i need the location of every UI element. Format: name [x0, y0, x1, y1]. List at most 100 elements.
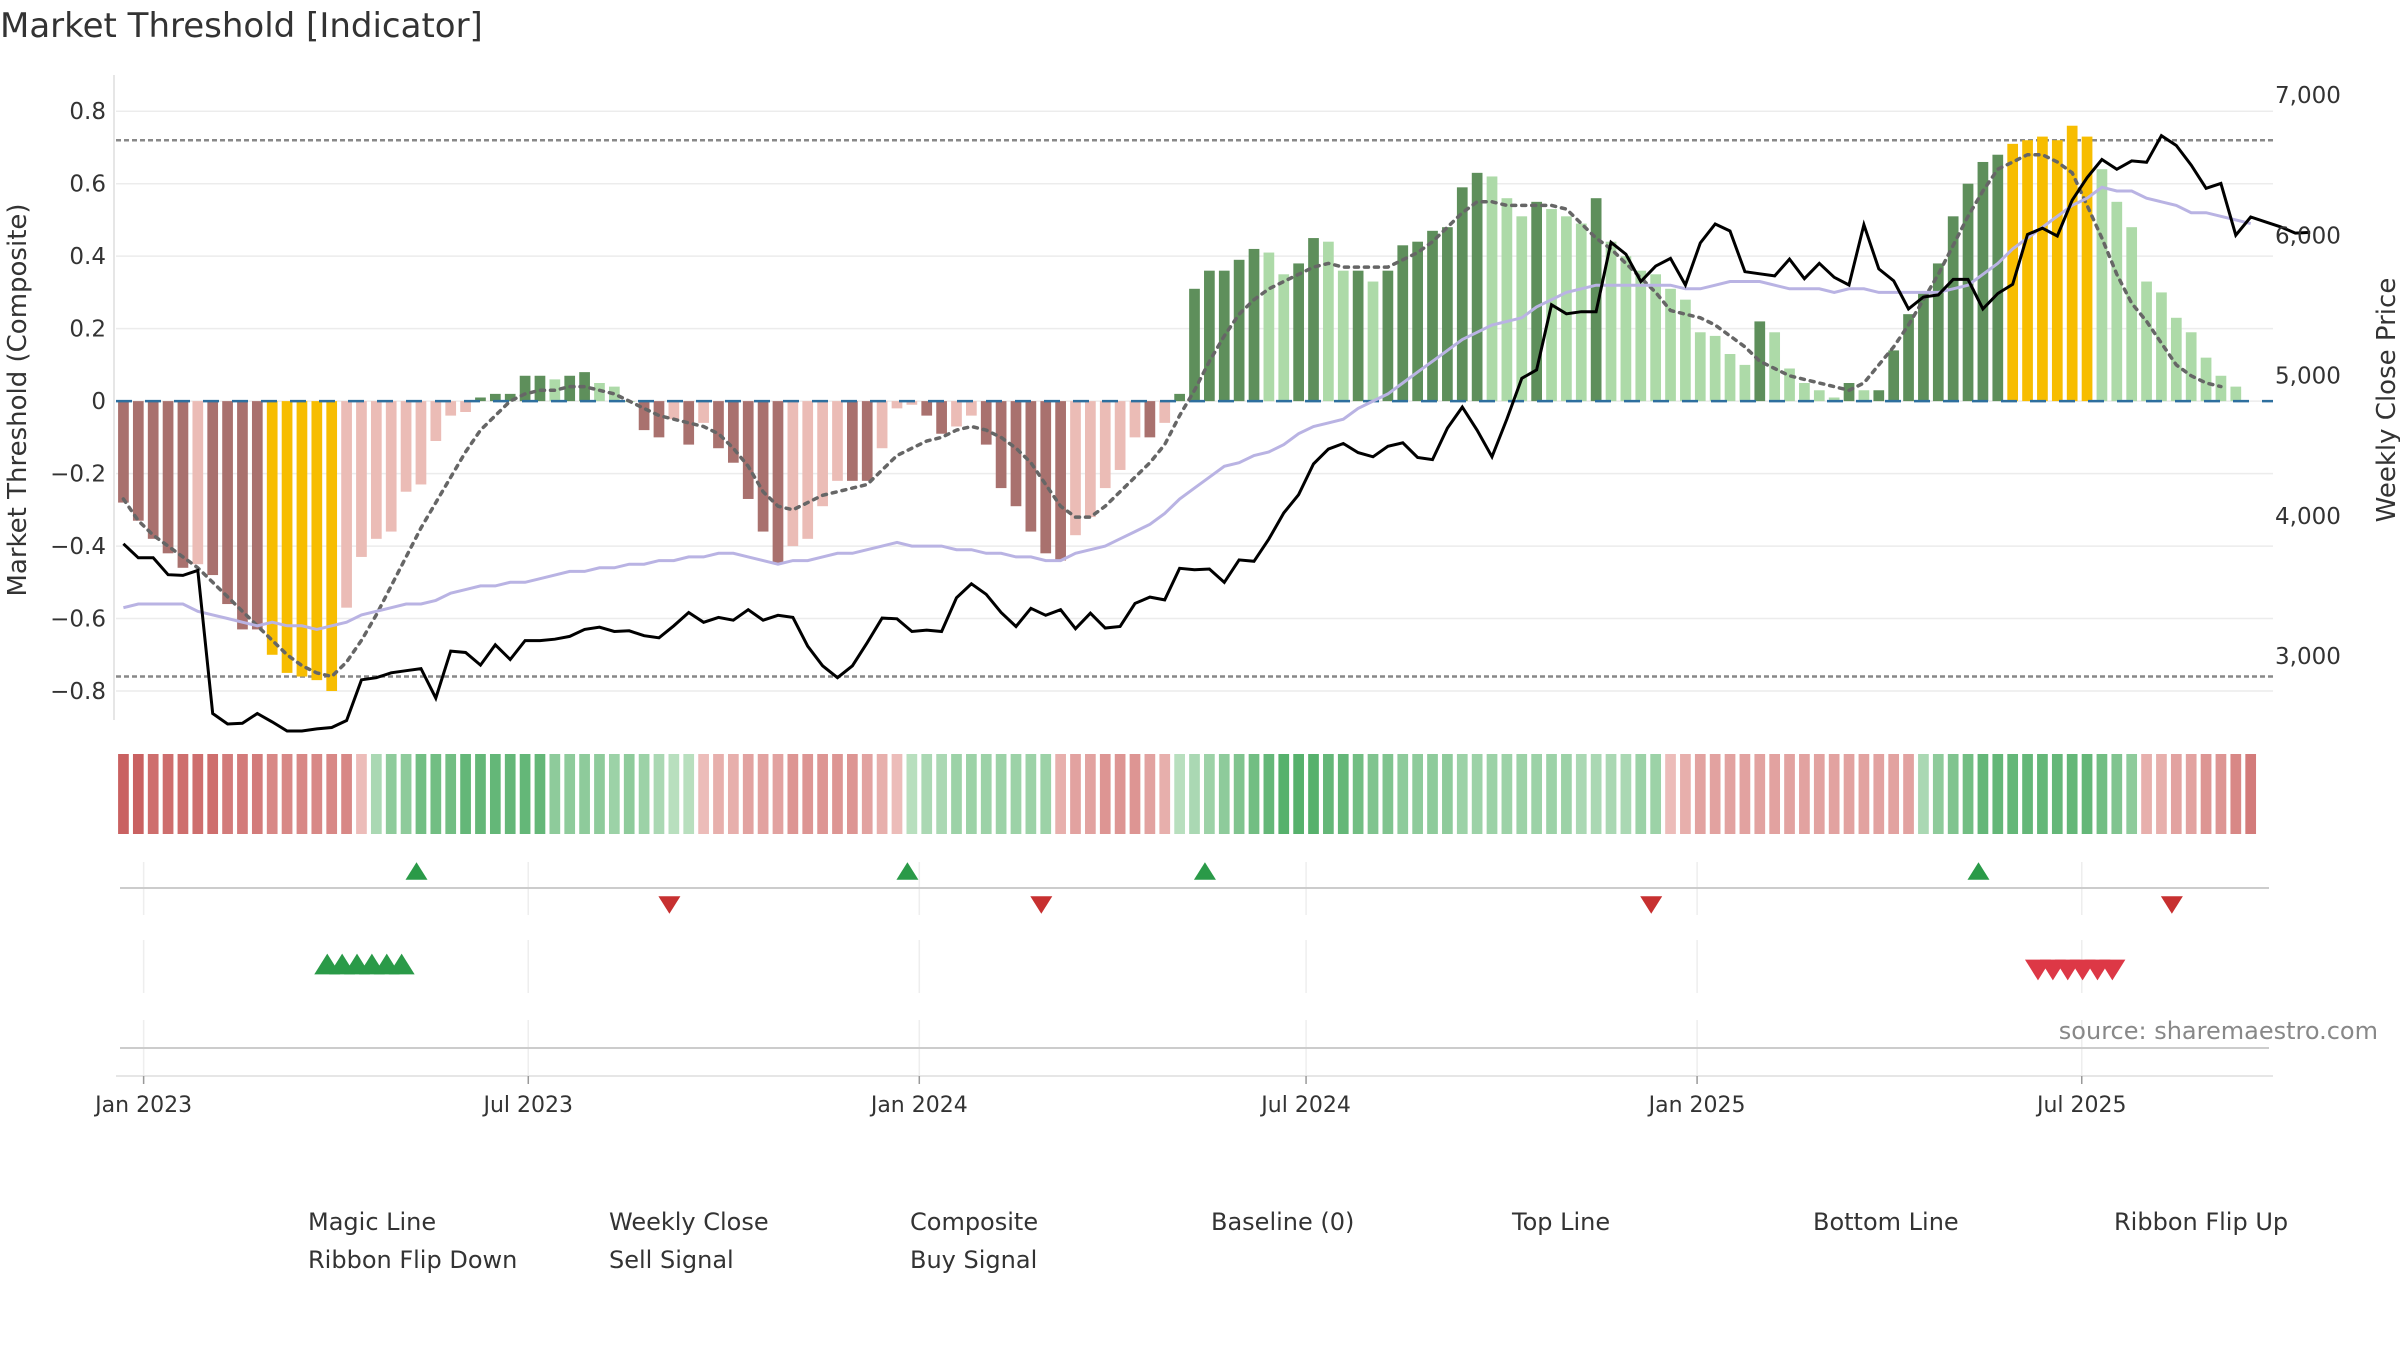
ribbon-cell	[1055, 754, 1066, 834]
composite-bar	[653, 401, 665, 438]
ribbon-cell	[1144, 754, 1156, 834]
composite-bar	[370, 401, 382, 539]
composite-bar	[1947, 216, 1959, 402]
ribbon-cell	[2245, 754, 2257, 834]
ribbon-cell	[2007, 754, 2019, 834]
x-tick-label: Jan 2024	[869, 1093, 968, 1118]
composite-bar	[1308, 238, 1319, 402]
composite-bar	[1694, 332, 1706, 402]
y-tick-label: 0	[91, 389, 106, 415]
composite-bar	[1055, 401, 1066, 561]
composite-bar	[519, 375, 531, 402]
ribbon-cell	[2156, 754, 2167, 834]
ribbon-cell	[579, 754, 590, 834]
composite-bar	[207, 401, 219, 576]
ribbon-cell	[1813, 754, 1825, 834]
composite-bar	[2111, 201, 2123, 402]
ribbon-cell	[1218, 754, 1230, 834]
ribbon-cell	[1099, 754, 1111, 834]
ribbon-cell	[995, 754, 1007, 834]
composite-bar	[311, 401, 323, 681]
ribbon-cell	[1962, 754, 1974, 834]
composite-bar	[1159, 401, 1171, 423]
ribbon-cell	[1248, 754, 1260, 834]
ribbon-cell	[222, 754, 233, 834]
ribbon-cell	[1278, 754, 1290, 834]
composite-bar	[237, 401, 248, 630]
ribbon-cell	[400, 754, 412, 834]
composite-bar	[1962, 183, 1974, 402]
composite-bar	[1918, 292, 1929, 402]
ribbon-cell	[876, 754, 888, 834]
ribbon-cell	[2111, 754, 2123, 834]
ribbon-cell	[1442, 754, 1453, 834]
ribbon-flip-down-marker	[1030, 896, 1053, 914]
ribbon-cell	[1754, 754, 1766, 834]
ribbon-cell	[266, 754, 278, 834]
ribbon-cell	[385, 754, 397, 834]
composite-bar	[698, 401, 709, 423]
composite-bar	[1293, 263, 1304, 402]
ribbon-cell	[906, 754, 918, 834]
composite-bar	[1784, 368, 1795, 402]
ribbon-cell	[1799, 754, 1810, 834]
ribbon-cell	[1382, 754, 1394, 834]
ribbon-flip-up-marker	[1967, 862, 1990, 880]
ribbon-cell	[534, 754, 546, 834]
ribbon-cell	[445, 754, 457, 834]
ribbon-cell	[1947, 754, 1959, 834]
ribbon-flip-up-marker	[1193, 862, 1216, 880]
composite-bar	[445, 401, 457, 416]
composite-bar	[1561, 216, 1572, 402]
ribbon-cell	[1858, 754, 1870, 834]
chart-title: Market Threshold [Indicator]	[0, 6, 483, 46]
composite-bar	[1397, 245, 1409, 402]
ribbon-cell	[489, 754, 501, 834]
ribbon-cell	[2141, 754, 2152, 834]
ribbon-cell	[162, 754, 174, 834]
composite-bar	[1590, 198, 1602, 402]
right-y-tick-label: 5,000	[2275, 364, 2341, 390]
composite-bar	[1471, 172, 1483, 402]
ribbon-cell	[1159, 754, 1171, 834]
composite-bar	[1189, 288, 1200, 402]
ribbon-cell	[2200, 754, 2212, 834]
composite-bar	[1204, 270, 1215, 402]
ribbon-flip-down-marker	[1640, 896, 1663, 914]
composite-bar	[2126, 227, 2138, 402]
right-y-tick-label: 7,000	[2275, 83, 2341, 109]
ribbon-cell	[832, 754, 843, 834]
composite-bar	[266, 401, 278, 655]
composite-bar	[1085, 401, 1096, 518]
composite-bar	[1903, 314, 1914, 402]
ribbon-cell	[1828, 754, 1840, 834]
composite-bar	[1263, 252, 1275, 402]
composite-bar	[668, 401, 680, 420]
composite-bar	[475, 397, 486, 402]
ribbon-cell	[2126, 754, 2138, 834]
composite-bar	[2185, 332, 2197, 402]
composite-bar	[757, 401, 769, 532]
ribbon-cell	[653, 754, 665, 834]
y-axis-label-left: Market Threshold (Composite)	[3, 203, 33, 596]
ribbon-cell	[1590, 754, 1602, 834]
ribbon-cell	[1501, 754, 1513, 834]
composite-bar	[1248, 248, 1260, 402]
ribbon-cell	[1070, 754, 1081, 834]
composite-bar	[1427, 230, 1438, 402]
composite-bar	[1323, 241, 1334, 402]
ribbon-cell	[311, 754, 323, 834]
composite-bar	[1367, 281, 1379, 402]
ribbon-cell	[2037, 754, 2048, 834]
composite-bar	[1665, 288, 1676, 402]
composite-bar	[1337, 270, 1349, 402]
composite-bar	[147, 401, 159, 539]
ribbon-cell	[1471, 754, 1483, 834]
ribbon-cell	[1932, 754, 1944, 834]
ribbon-cell	[430, 754, 442, 834]
ribbon-cell	[2230, 754, 2242, 834]
composite-bar	[787, 401, 799, 547]
ribbon-cell	[698, 754, 709, 834]
ribbon-cell	[1680, 754, 1691, 834]
composite-bar	[802, 401, 814, 539]
